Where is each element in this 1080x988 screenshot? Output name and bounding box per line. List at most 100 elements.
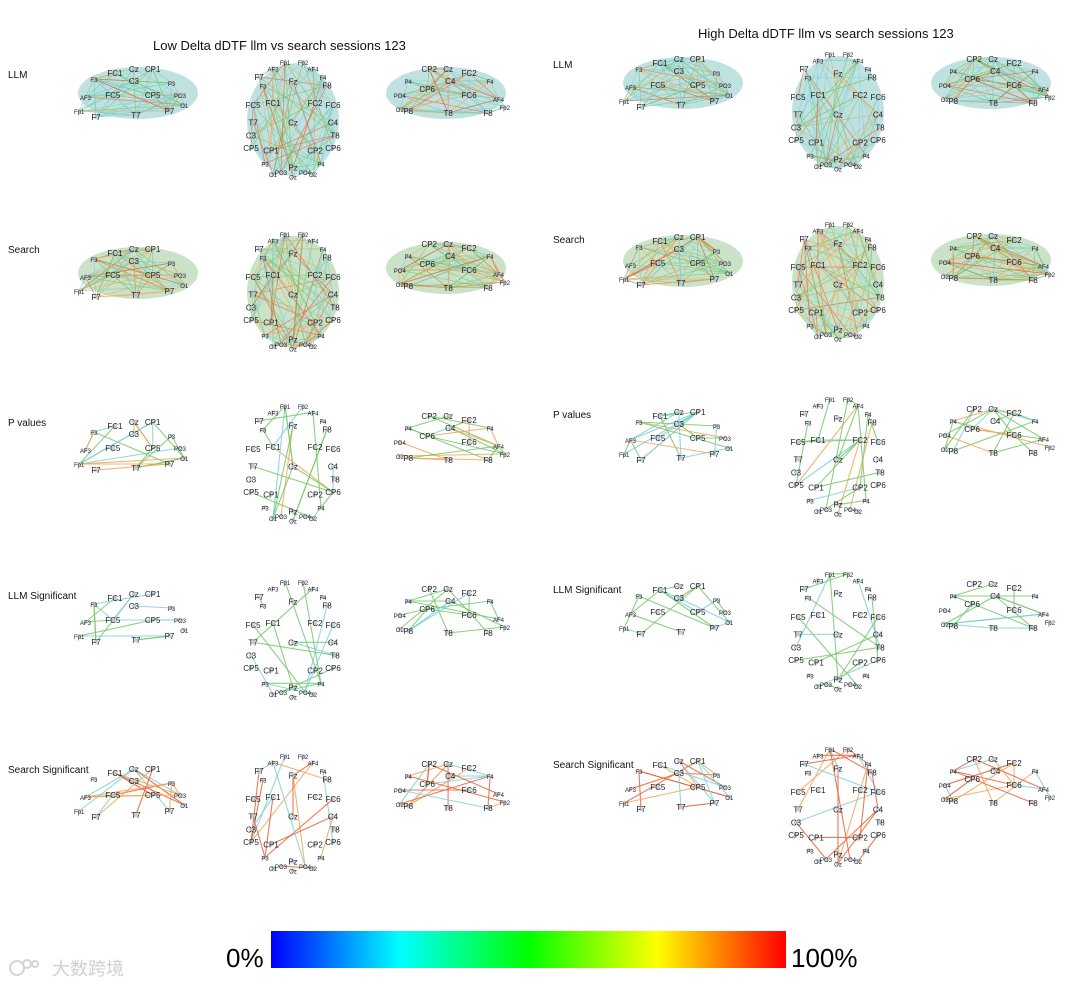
electrode-node — [1032, 68, 1038, 74]
electrode-label: AF4 — [852, 754, 864, 760]
electrode-node — [815, 262, 821, 268]
connectivity-edge — [817, 53, 849, 167]
electrode-label: F8 — [1028, 449, 1038, 458]
electrode-node — [657, 762, 663, 768]
connectivity-edge — [640, 84, 698, 108]
electrode-label: Fp1 — [74, 810, 85, 816]
watermark-text: 大数跨境 — [52, 959, 124, 980]
electrode-node — [248, 133, 254, 138]
electrode-label: AF4 — [852, 579, 864, 585]
electrode-node — [250, 102, 256, 108]
electrode-label: P7 — [710, 624, 720, 633]
connectivity-edge — [678, 236, 698, 250]
electrode-label: C3 — [674, 594, 685, 603]
electrode-label: O1 — [180, 284, 189, 290]
connectivity-edge — [326, 257, 336, 308]
electrode-node — [815, 683, 821, 689]
electrode-label: Oz — [289, 175, 297, 181]
electrode-node — [801, 236, 807, 242]
electrode-node — [406, 78, 411, 84]
electrode-node — [91, 776, 97, 782]
electrode-node — [290, 174, 296, 179]
connectivity-edge — [680, 236, 699, 284]
electrode-label: F4 — [487, 427, 495, 433]
electrode-node — [835, 166, 841, 171]
electrode-node — [655, 82, 660, 88]
electrode-label: AF3 — [812, 754, 824, 760]
connectivity-edge — [95, 290, 170, 298]
connectivity-edge — [657, 84, 730, 96]
connectivity-edge — [399, 94, 470, 110]
electrode-node — [1047, 619, 1052, 625]
electrode-label: F3 — [259, 257, 267, 263]
electrode-label: Fp2 — [298, 61, 309, 67]
electrode-node — [845, 571, 851, 577]
connectivity-edge — [623, 595, 640, 629]
electrode-node — [875, 264, 881, 270]
connectivity-edge — [971, 255, 994, 281]
electrode-node — [1011, 82, 1017, 88]
electrode-label: F8 — [483, 284, 493, 293]
electrode-node — [835, 502, 841, 507]
electrode-node — [869, 770, 875, 775]
electrode-label: FC6 — [462, 266, 478, 275]
electrode-label: T7 — [676, 101, 686, 110]
electrode-node — [262, 681, 268, 686]
electrode-label: T7 — [248, 812, 258, 821]
electrode-node — [445, 457, 451, 463]
connectivity-edge — [795, 646, 881, 661]
electrode-label: CP1 — [145, 65, 161, 74]
electrode-node — [324, 427, 330, 432]
connectivity-edge — [292, 253, 334, 295]
electrode-node — [466, 765, 472, 771]
electrode-node — [875, 94, 881, 100]
electrode-label: C3 — [674, 67, 685, 76]
connectivity-edge — [638, 68, 682, 106]
connectivity-edge — [944, 408, 994, 436]
electrode-label: C4 — [990, 767, 1001, 776]
electrode-node — [712, 625, 717, 631]
electrode-node — [1032, 245, 1038, 251]
electrode-node — [485, 110, 491, 116]
electrode-node — [466, 92, 472, 98]
connectivity-edge — [304, 104, 334, 173]
electrode-node — [177, 272, 183, 278]
connectivity-edge — [697, 236, 726, 264]
electrode-node — [169, 605, 174, 611]
electrode-node — [835, 852, 841, 857]
connectivity-edge — [795, 404, 859, 486]
electrode-label: P4 — [950, 70, 958, 76]
connectivity-edge — [114, 772, 185, 806]
electrode-node — [807, 848, 813, 853]
electrode-node — [793, 138, 799, 143]
connectivity-edge — [659, 589, 715, 629]
electrode-label: PO3 — [719, 437, 732, 443]
electrode-node — [993, 768, 998, 774]
electrode-node — [951, 245, 956, 251]
electrode-node — [448, 425, 453, 431]
electrode-node — [93, 814, 99, 820]
connectivity-edge — [837, 405, 859, 460]
electrode-node — [877, 125, 883, 130]
electrode-node — [875, 658, 881, 663]
electrode-node — [676, 583, 681, 589]
connectivity-edge — [79, 274, 113, 292]
electrode-label: CP2 — [852, 658, 868, 667]
electrode-node — [169, 260, 174, 266]
electrode-node — [1041, 436, 1046, 442]
electrode-node — [177, 445, 183, 451]
connectivity-edge — [657, 262, 682, 284]
connectivity-edge — [408, 588, 449, 602]
electrode-label: F3 — [635, 770, 643, 776]
connectivity-edge — [262, 429, 274, 448]
electrode-label: Fp2 — [843, 223, 854, 229]
connectivity-edge — [714, 84, 726, 102]
connectivity-edge — [135, 635, 170, 641]
connectivity-edge — [114, 68, 134, 74]
electrode-label: Cz — [129, 418, 139, 427]
electrode-label: Cz — [129, 765, 139, 774]
connectivity-edge — [79, 619, 153, 637]
electrode-label: FC1 — [107, 69, 123, 78]
electrode-node — [330, 274, 336, 280]
electrode-node — [813, 660, 819, 665]
